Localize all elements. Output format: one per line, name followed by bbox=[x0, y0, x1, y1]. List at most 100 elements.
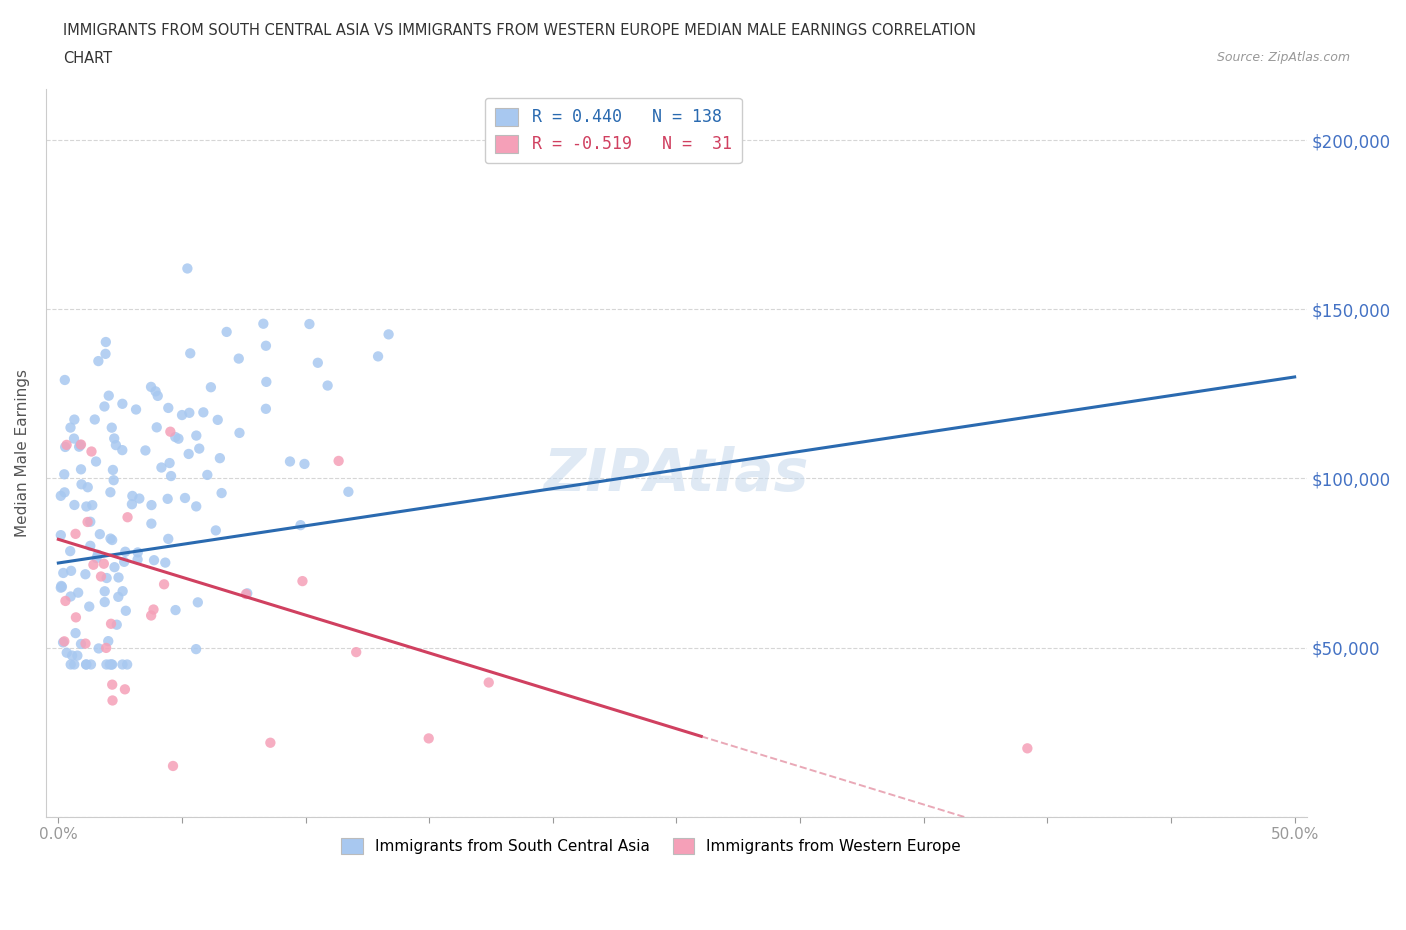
Text: CHART: CHART bbox=[63, 51, 112, 66]
Point bbox=[184, 642, 207, 657]
Point bbox=[114, 682, 136, 697]
Point bbox=[93, 594, 115, 609]
Point bbox=[125, 402, 148, 417]
Point bbox=[259, 736, 281, 751]
Point bbox=[290, 518, 312, 533]
Point bbox=[150, 460, 173, 475]
Point bbox=[49, 580, 72, 595]
Point bbox=[59, 657, 82, 671]
Point bbox=[278, 454, 301, 469]
Point bbox=[337, 485, 360, 499]
Point bbox=[316, 379, 339, 393]
Point bbox=[59, 420, 82, 435]
Point bbox=[200, 379, 222, 394]
Point bbox=[121, 488, 143, 503]
Point bbox=[159, 456, 181, 471]
Point bbox=[93, 584, 115, 599]
Point bbox=[215, 325, 238, 339]
Point bbox=[111, 443, 134, 458]
Point bbox=[63, 657, 86, 671]
Point bbox=[208, 451, 231, 466]
Point bbox=[478, 675, 501, 690]
Point bbox=[63, 498, 86, 512]
Point bbox=[127, 552, 149, 567]
Point bbox=[75, 657, 97, 671]
Point bbox=[103, 431, 125, 445]
Point bbox=[101, 693, 124, 708]
Point bbox=[93, 556, 115, 571]
Point bbox=[53, 373, 76, 388]
Point bbox=[307, 355, 329, 370]
Point bbox=[142, 602, 165, 617]
Point bbox=[101, 657, 124, 671]
Point bbox=[79, 514, 101, 529]
Point bbox=[143, 552, 166, 567]
Point bbox=[367, 349, 389, 364]
Point bbox=[100, 617, 122, 631]
Point bbox=[111, 396, 134, 411]
Point bbox=[55, 437, 77, 452]
Point bbox=[294, 457, 316, 472]
Point bbox=[49, 488, 72, 503]
Point bbox=[87, 547, 110, 562]
Point bbox=[186, 428, 208, 443]
Point bbox=[174, 490, 197, 505]
Point bbox=[157, 531, 180, 546]
Point bbox=[63, 432, 86, 446]
Point bbox=[236, 586, 259, 601]
Point bbox=[377, 327, 399, 342]
Legend: Immigrants from South Central Asia, Immigrants from Western Europe: Immigrants from South Central Asia, Immi… bbox=[335, 831, 967, 860]
Point bbox=[117, 510, 139, 525]
Point bbox=[179, 346, 201, 361]
Point bbox=[65, 526, 87, 541]
Point bbox=[107, 590, 129, 604]
Point bbox=[160, 469, 183, 484]
Point bbox=[66, 648, 89, 663]
Point bbox=[51, 579, 73, 594]
Point bbox=[165, 430, 187, 445]
Point bbox=[75, 499, 97, 514]
Point bbox=[156, 491, 179, 506]
Point bbox=[53, 440, 76, 455]
Point bbox=[114, 544, 136, 559]
Point bbox=[101, 677, 124, 692]
Point bbox=[153, 577, 176, 591]
Point bbox=[121, 497, 143, 512]
Point bbox=[207, 412, 229, 427]
Point bbox=[70, 636, 93, 651]
Point bbox=[53, 467, 76, 482]
Point bbox=[179, 405, 201, 420]
Point bbox=[83, 412, 105, 427]
Point bbox=[170, 407, 193, 422]
Point bbox=[96, 571, 118, 586]
Point bbox=[70, 437, 93, 452]
Text: Source: ZipAtlas.com: Source: ZipAtlas.com bbox=[1216, 51, 1350, 64]
Point bbox=[100, 657, 122, 671]
Point bbox=[65, 626, 87, 641]
Point bbox=[67, 585, 90, 600]
Point bbox=[75, 566, 97, 581]
Point bbox=[80, 657, 103, 671]
Point bbox=[228, 425, 250, 440]
Point bbox=[235, 587, 257, 602]
Point bbox=[141, 516, 163, 531]
Point bbox=[112, 554, 135, 569]
Point bbox=[114, 604, 136, 618]
Point bbox=[211, 485, 233, 500]
Point bbox=[167, 432, 190, 446]
Point bbox=[89, 526, 111, 541]
Point bbox=[291, 574, 314, 589]
Point bbox=[157, 401, 180, 416]
Point bbox=[53, 485, 76, 499]
Point bbox=[252, 316, 274, 331]
Point bbox=[103, 472, 125, 487]
Point bbox=[59, 589, 82, 604]
Point bbox=[177, 446, 200, 461]
Point bbox=[111, 657, 134, 671]
Point bbox=[76, 514, 98, 529]
Point bbox=[328, 454, 350, 469]
Point bbox=[86, 551, 108, 565]
Text: ZIPAtlas: ZIPAtlas bbox=[544, 446, 810, 503]
Point bbox=[195, 468, 218, 483]
Point bbox=[100, 420, 122, 435]
